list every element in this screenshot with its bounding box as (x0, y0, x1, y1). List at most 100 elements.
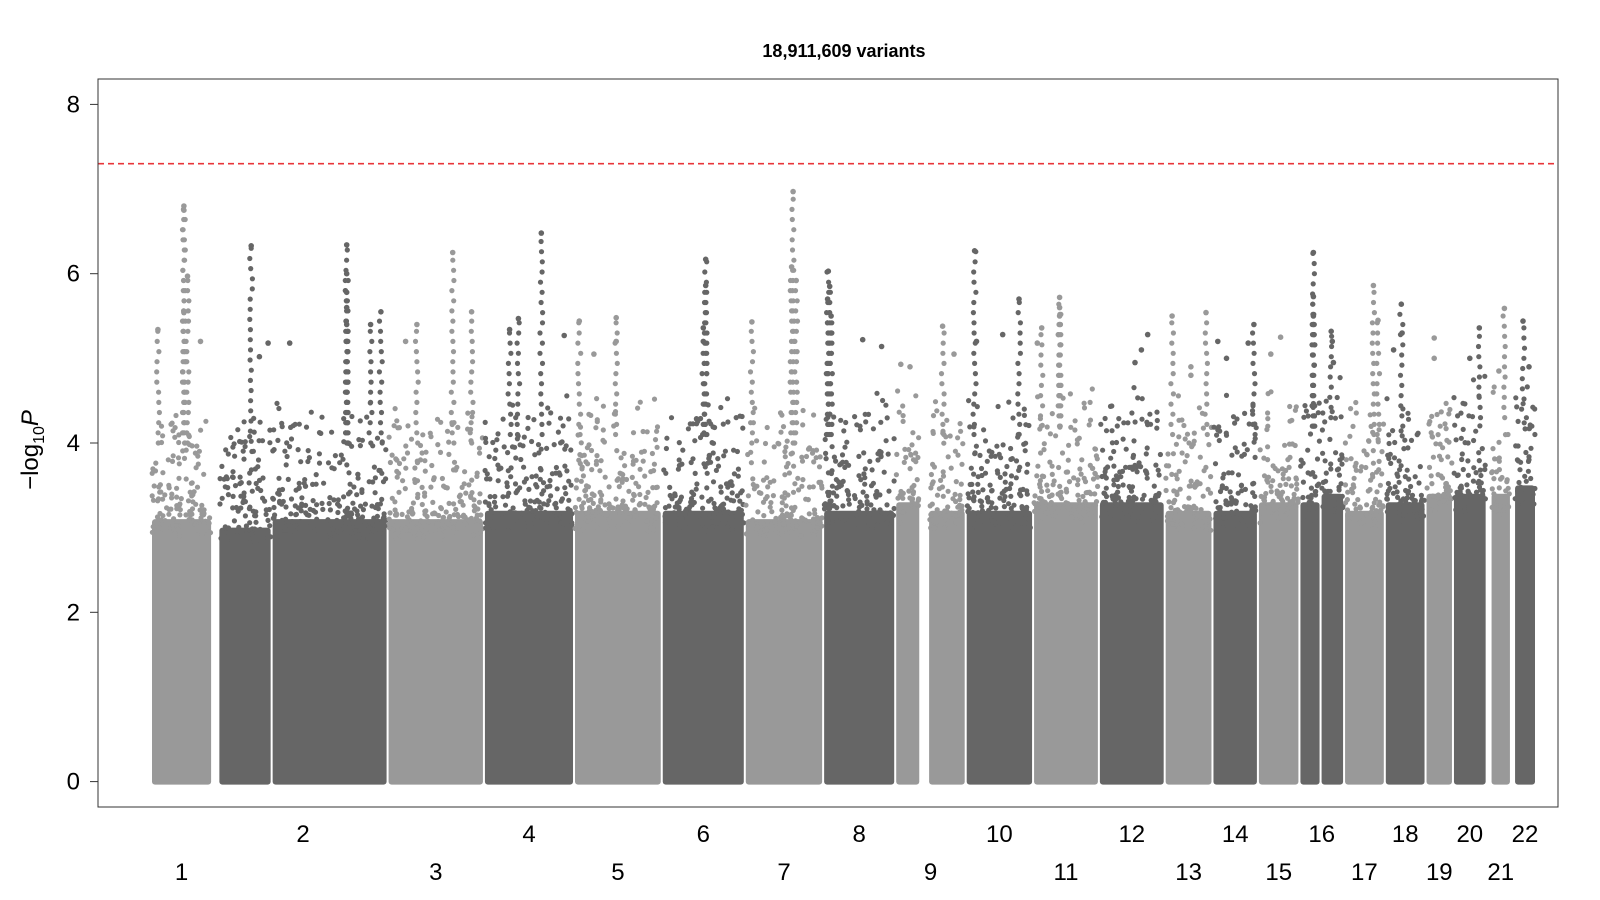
variant-point (1310, 382, 1316, 388)
variant-point (371, 464, 377, 470)
variant-point (673, 521, 679, 528)
variant-point (575, 360, 581, 366)
variant-point (1076, 508, 1082, 514)
peak-point-chr11 (1034, 340, 1041, 346)
variant-point (1168, 401, 1174, 407)
variant-point (938, 371, 945, 377)
variant-point (952, 491, 958, 497)
variant-point (1184, 453, 1190, 459)
variant-point (1179, 417, 1185, 423)
variant-point (344, 389, 350, 395)
peak-point-chr20 (1467, 355, 1473, 362)
variant-point (1037, 413, 1044, 419)
variant-point (449, 308, 455, 314)
variant-point (780, 424, 787, 430)
variant-point (829, 468, 835, 474)
variant-point (1154, 425, 1160, 431)
variant-point (303, 424, 310, 430)
variant-point (826, 491, 832, 497)
variant-point (887, 516, 894, 522)
variant-point (704, 528, 710, 534)
chromosome-body-chr18 (1385, 502, 1425, 785)
variant-point (828, 391, 835, 397)
variant-point (283, 516, 289, 522)
variant-point (450, 349, 457, 355)
variant-point (568, 482, 574, 488)
variant-point (794, 298, 800, 304)
variant-point (1044, 424, 1050, 430)
variant-point (181, 409, 187, 416)
variant-point (750, 517, 756, 523)
variant-point (1181, 422, 1187, 429)
variant-point (616, 484, 622, 490)
variant-point (691, 499, 697, 506)
x-tick-label-chr10: 10 (986, 821, 1013, 848)
variant-point (493, 504, 499, 510)
variant-point (1049, 506, 1055, 512)
variant-point (538, 381, 545, 387)
variant-point (1174, 491, 1180, 498)
chromosome-body-chr6 (662, 510, 744, 785)
variant-point (1375, 340, 1381, 346)
variant-point (1157, 451, 1163, 458)
variant-point (378, 409, 385, 416)
variant-point (1200, 523, 1206, 530)
variant-point (172, 434, 178, 440)
variant-point (271, 504, 277, 511)
variant-point (718, 404, 724, 411)
variant-point (630, 458, 637, 464)
variant-point (1075, 477, 1081, 483)
variant-point (531, 417, 537, 423)
variant-point (910, 430, 916, 436)
variant-point (1211, 424, 1217, 430)
variant-point (487, 520, 493, 527)
variant-point (174, 485, 180, 491)
variant-point (1519, 406, 1525, 412)
variant-point (169, 420, 175, 426)
variant-point (676, 516, 682, 522)
variant-point (345, 328, 351, 334)
variant-point (993, 520, 999, 526)
variant-point (230, 505, 236, 511)
variant-point (305, 448, 311, 454)
variant-point (1056, 464, 1062, 471)
variant-point (1017, 320, 1024, 326)
variant-point (1022, 506, 1028, 512)
variant-point (708, 496, 714, 502)
variant-point (1370, 526, 1376, 532)
variant-point (783, 464, 790, 470)
variant-point (285, 523, 291, 529)
variant-point (516, 320, 522, 326)
x-tick-label-chr18: 18 (1392, 821, 1419, 848)
variant-point (1470, 377, 1477, 383)
variant-point (1109, 440, 1115, 446)
x-tick-label-chr15: 15 (1265, 859, 1292, 886)
variant-point (705, 460, 711, 466)
variant-point (725, 419, 731, 425)
variant-point (672, 504, 678, 510)
variant-point (1264, 426, 1270, 433)
variant-point (891, 505, 897, 512)
variant-point (908, 451, 914, 457)
variant-point (1169, 521, 1176, 527)
variant-point (343, 430, 349, 436)
peak-point-chr1 (184, 273, 191, 280)
variant-point (884, 524, 890, 531)
variant-point (362, 522, 369, 528)
variant-point (535, 518, 541, 524)
variant-point (829, 444, 835, 450)
chromosome-body-chr21 (1491, 493, 1510, 785)
variant-point (677, 497, 683, 503)
variant-point (688, 496, 695, 502)
variant-point (217, 476, 223, 482)
variant-point (910, 457, 917, 463)
variant-point (462, 469, 468, 475)
variant-point (631, 492, 637, 499)
variant-point (638, 449, 645, 455)
variant-point (253, 513, 259, 519)
variant-point (276, 405, 282, 412)
variant-point (940, 421, 946, 427)
variant-point (1397, 372, 1404, 378)
variant-point (784, 438, 790, 444)
